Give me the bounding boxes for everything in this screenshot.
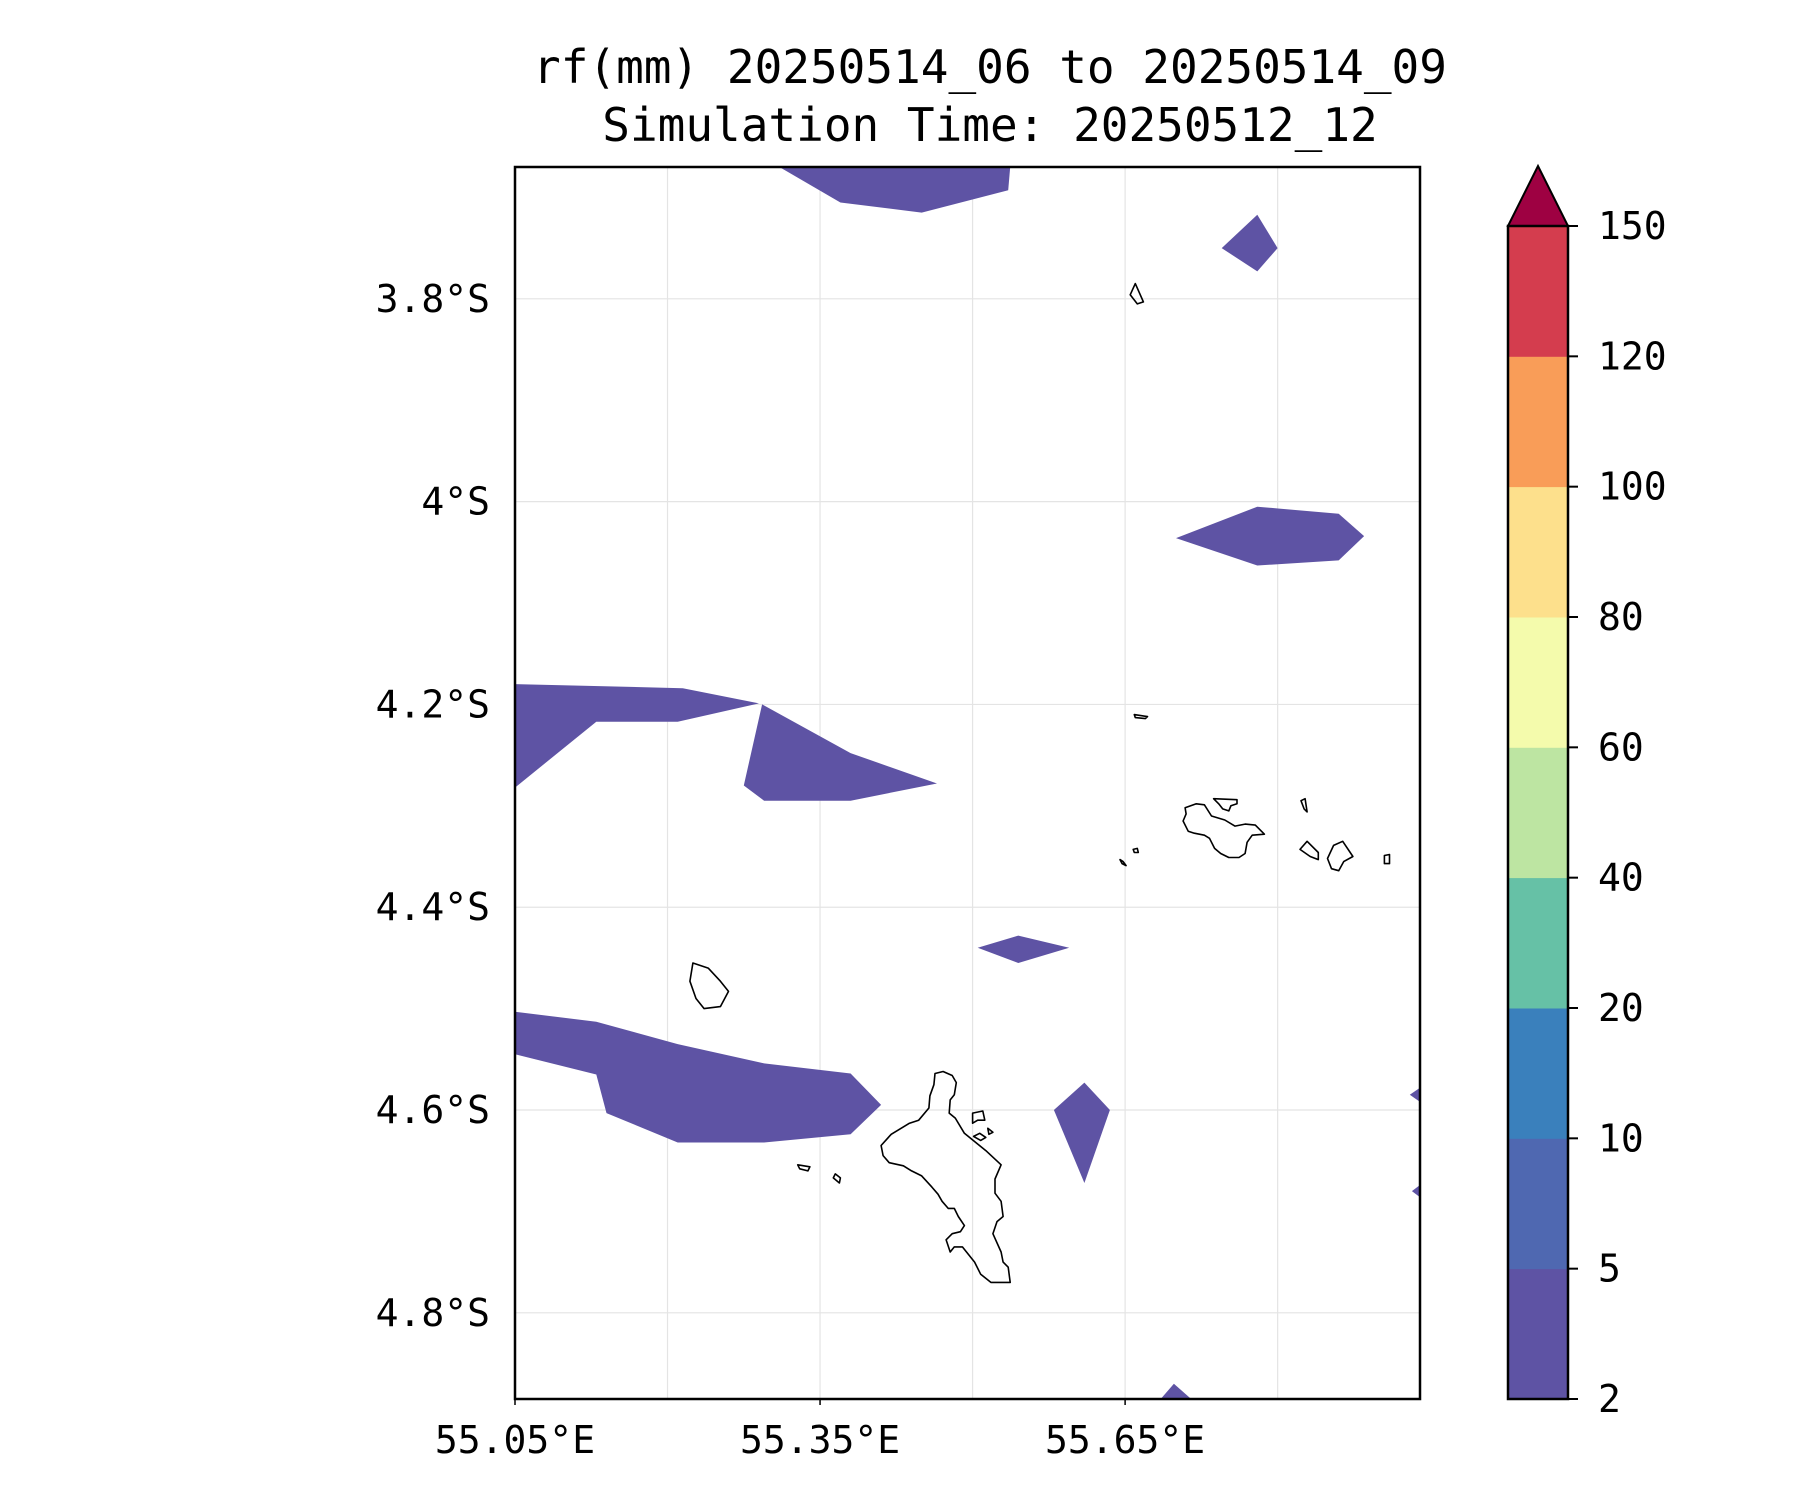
colorbar-tick-label: 2: [1598, 1377, 1621, 1421]
island-coastline: [1326, 840, 1354, 872]
colorbar-segment: [1508, 1138, 1568, 1270]
rain-cell: [779, 167, 1011, 213]
island-coastline: [796, 1164, 811, 1172]
island-coastline: [1133, 713, 1149, 720]
colorbar-extend-arrow: [1506, 163, 1570, 227]
island-coastline: [1129, 282, 1145, 305]
colorbar-tick-label: 40: [1598, 856, 1644, 900]
colorbar-segment: [1508, 226, 1568, 357]
colorbar-segment: [1508, 1008, 1568, 1139]
colorbar-tick-label: 60: [1598, 725, 1644, 769]
colorbar-tick-label: 120: [1598, 334, 1667, 378]
map-frame: [513, 165, 1422, 1401]
y-tick-label: 4.2°S: [376, 682, 490, 726]
island-coastline: [971, 1110, 986, 1124]
rain-cell: [515, 684, 759, 788]
rain-cell: [515, 1011, 882, 1143]
rain-cell: [1176, 506, 1365, 566]
island-coastline: [880, 1070, 1012, 1284]
island-coastline: [832, 1173, 842, 1184]
rain-cell: [1221, 214, 1278, 272]
x-tick-label: 55.35°E: [740, 1418, 900, 1462]
colorbar-segment: [1508, 617, 1568, 748]
island-coastline: [972, 1132, 987, 1142]
colorbar-tick-label: 5: [1598, 1247, 1621, 1291]
x-tick-label: 55.05°E: [435, 1418, 595, 1462]
y-tick-label: 3.8°S: [376, 277, 490, 321]
x-axis-ticks: 55.05°E 55.35°E 55.65°E: [435, 1399, 1205, 1462]
colorbar-tick-label: 80: [1598, 595, 1644, 639]
rain-cell: [1411, 1185, 1420, 1198]
island-coastline: [1299, 840, 1320, 861]
y-tick-label: 4.8°S: [376, 1291, 490, 1335]
colorbar-frame: [1506, 224, 1570, 1401]
colorbar-segment: [1508, 877, 1568, 1009]
y-axis-ticks: 3.8°S 4°S 4.2°S 4.4°S 4.6°S 4.8°S: [376, 277, 490, 1335]
rain-cell: [743, 704, 937, 801]
island-coastline: [1212, 797, 1238, 812]
colorbar-tick-label: 20: [1598, 986, 1644, 1030]
island-coastline: [1383, 853, 1391, 865]
x-tick-label: 55.65°E: [1045, 1418, 1205, 1462]
map-background: [515, 167, 1420, 1399]
y-tick-label: 4.4°S: [376, 885, 490, 929]
colorbar-segment: [1508, 486, 1568, 618]
island-coastline: [1300, 797, 1308, 813]
colorbar-segment: [1508, 1268, 1568, 1400]
island-coastline: [986, 1127, 994, 1136]
island-coastline: [1182, 802, 1266, 859]
island-coastline: [1132, 847, 1140, 854]
colorbar-tick-label: 100: [1598, 465, 1667, 509]
chart-title: rf(mm) 20250514_06 to 20250514_09: [533, 40, 1447, 94]
island-coastline: [1119, 858, 1127, 867]
rain-cell: [1160, 1383, 1192, 1399]
island-coastline: [689, 962, 730, 1010]
map-gridlines: [515, 167, 1420, 1399]
colorbar-segment: [1508, 356, 1568, 488]
coastlines: [689, 282, 1391, 1284]
colorbar-tick-label: 10: [1598, 1116, 1644, 1160]
rain-cell: [1409, 1087, 1420, 1102]
rainfall-contours: [515, 167, 1420, 1399]
colorbar-segment: [1508, 747, 1568, 879]
chart-subtitle: Simulation Time: 20250512_12: [602, 98, 1378, 152]
y-tick-label: 4°S: [421, 480, 490, 524]
rain-cell: [1053, 1082, 1110, 1183]
colorbar: 2 5 10 20 40 60 80 100 120 150: [1506, 163, 1667, 1421]
rain-cell: [977, 935, 1070, 963]
y-tick-label: 4.6°S: [376, 1088, 490, 1132]
colorbar-tick-label: 150: [1598, 204, 1667, 248]
